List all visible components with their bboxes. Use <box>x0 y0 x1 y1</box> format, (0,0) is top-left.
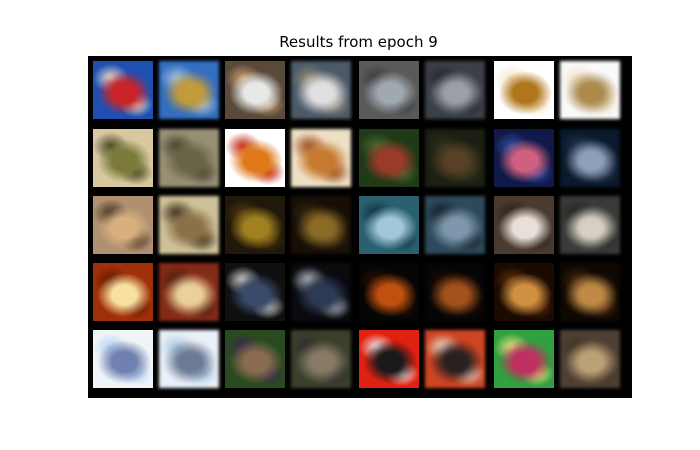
reconstructed-image-tile <box>159 129 219 187</box>
original-image-tile <box>225 61 285 119</box>
tile-content <box>225 196 285 254</box>
reconstructed-image-tile <box>291 196 351 254</box>
tile-content <box>425 263 485 321</box>
original-image-tile <box>93 196 153 254</box>
tile-content <box>425 129 485 187</box>
tile-content <box>159 330 219 388</box>
tile-content <box>494 61 554 119</box>
tile-content <box>560 61 620 119</box>
original-image-tile <box>494 263 554 321</box>
tile-content <box>560 330 620 388</box>
original-image-tile <box>225 129 285 187</box>
tile-content <box>560 129 620 187</box>
original-image-tile <box>225 330 285 388</box>
tile-content <box>93 330 153 388</box>
reconstructed-image-tile <box>560 196 620 254</box>
tile-content <box>359 129 419 187</box>
tile-content <box>291 61 351 119</box>
reconstructed-image-tile <box>159 61 219 119</box>
tile-content <box>159 263 219 321</box>
reconstructed-image-tile <box>560 263 620 321</box>
original-image-tile <box>359 330 419 388</box>
reconstructed-image-tile <box>291 61 351 119</box>
reconstructed-image-tile <box>291 330 351 388</box>
tile-content <box>425 196 485 254</box>
tile-content <box>93 61 153 119</box>
reconstructed-image-tile <box>425 196 485 254</box>
tile-content <box>291 196 351 254</box>
tile-content <box>425 61 485 119</box>
reconstructed-image-tile <box>159 263 219 321</box>
figure-title: Results from epoch 9 <box>279 33 438 51</box>
original-image-tile <box>359 196 419 254</box>
reconstructed-image-tile <box>159 330 219 388</box>
tile-content <box>225 129 285 187</box>
tile-content <box>494 263 554 321</box>
original-image-tile <box>494 129 554 187</box>
reconstructed-image-tile <box>425 263 485 321</box>
original-image-tile <box>225 196 285 254</box>
reconstructed-image-tile <box>560 61 620 119</box>
tile-content <box>225 61 285 119</box>
tile-content <box>494 196 554 254</box>
original-image-tile <box>93 61 153 119</box>
tile-content <box>560 196 620 254</box>
tile-content <box>359 263 419 321</box>
tile-content <box>93 129 153 187</box>
tile-content <box>291 263 351 321</box>
reconstructed-image-tile <box>560 129 620 187</box>
original-image-tile <box>359 61 419 119</box>
tile-content <box>291 330 351 388</box>
tile-content <box>159 196 219 254</box>
tile-content <box>359 330 419 388</box>
reconstructed-image-tile <box>425 330 485 388</box>
tile-content <box>225 330 285 388</box>
original-image-tile <box>93 330 153 388</box>
tile-content <box>359 61 419 119</box>
original-image-tile <box>359 129 419 187</box>
tile-content <box>560 263 620 321</box>
original-image-tile <box>225 263 285 321</box>
tile-content <box>359 196 419 254</box>
tile-content <box>93 263 153 321</box>
tile-content <box>159 129 219 187</box>
reconstructed-image-tile <box>560 330 620 388</box>
reconstructed-image-tile <box>159 196 219 254</box>
tile-content <box>93 196 153 254</box>
tile-content <box>494 129 554 187</box>
reconstructed-image-tile <box>425 129 485 187</box>
tile-content <box>494 330 554 388</box>
original-image-tile <box>494 330 554 388</box>
tile-content <box>159 61 219 119</box>
image-grid <box>88 56 632 398</box>
original-image-tile <box>494 61 554 119</box>
tile-content <box>225 263 285 321</box>
reconstructed-image-tile <box>291 263 351 321</box>
tile-content <box>425 330 485 388</box>
reconstructed-image-tile <box>291 129 351 187</box>
tile-content <box>291 129 351 187</box>
original-image-tile <box>93 129 153 187</box>
reconstructed-image-tile <box>425 61 485 119</box>
original-image-tile <box>359 263 419 321</box>
original-image-tile <box>93 263 153 321</box>
original-image-tile <box>494 196 554 254</box>
